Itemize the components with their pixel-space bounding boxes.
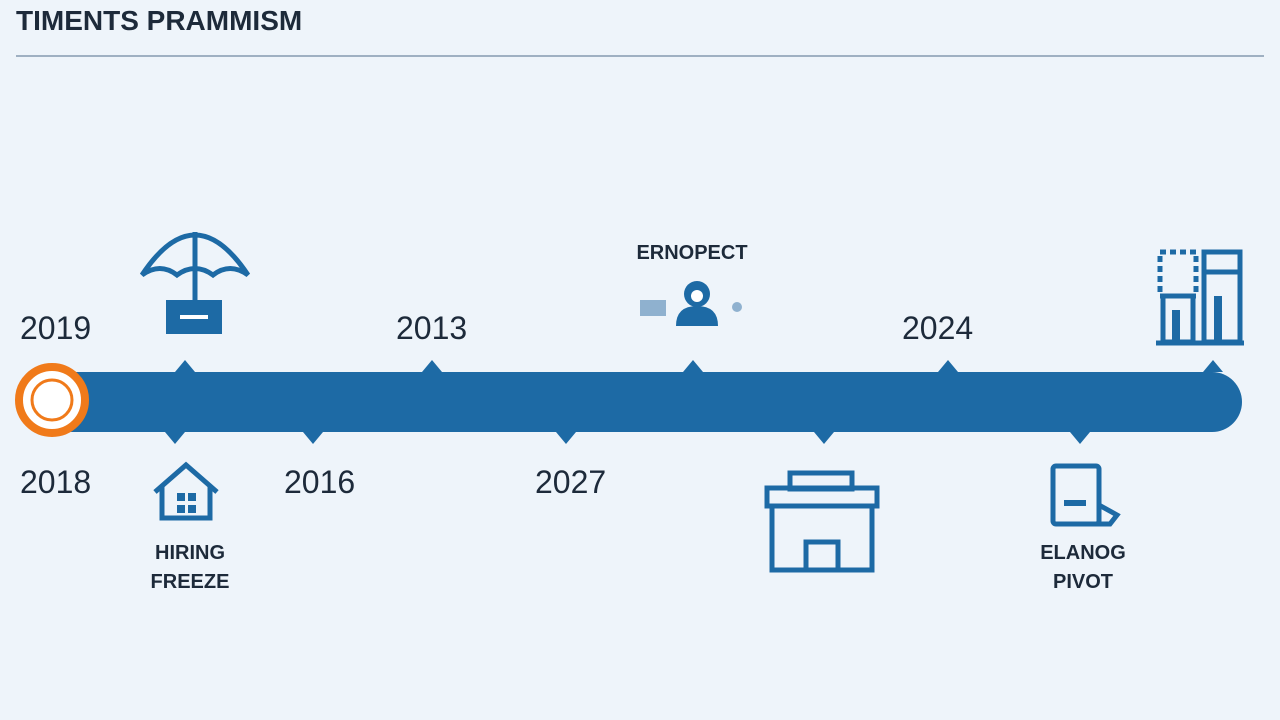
- person-icon: [640, 281, 742, 326]
- event-label: HIRING: [155, 542, 225, 564]
- timeline-bar: [15, 360, 1242, 444]
- house-icon: [153, 461, 219, 521]
- event-label: ERNOPECT: [636, 242, 747, 264]
- event-label: PIVOT: [1053, 571, 1113, 593]
- year-label: 2027: [535, 464, 606, 500]
- umbrella-icon: [139, 232, 251, 334]
- year-label: 2013: [396, 310, 467, 346]
- tablet-icon: [1050, 463, 1121, 527]
- year-label: 2018: [20, 464, 91, 500]
- building-icon: [1156, 249, 1244, 346]
- event-label: ELANOG: [1040, 542, 1126, 564]
- store-icon: [764, 470, 880, 573]
- year-label: 2019: [20, 310, 91, 346]
- page-title: TIMENTS PRAMMISM: [16, 5, 302, 36]
- year-label: 2016: [284, 464, 355, 500]
- event-label: FREEZE: [151, 571, 230, 593]
- year-label: 2024: [902, 310, 973, 346]
